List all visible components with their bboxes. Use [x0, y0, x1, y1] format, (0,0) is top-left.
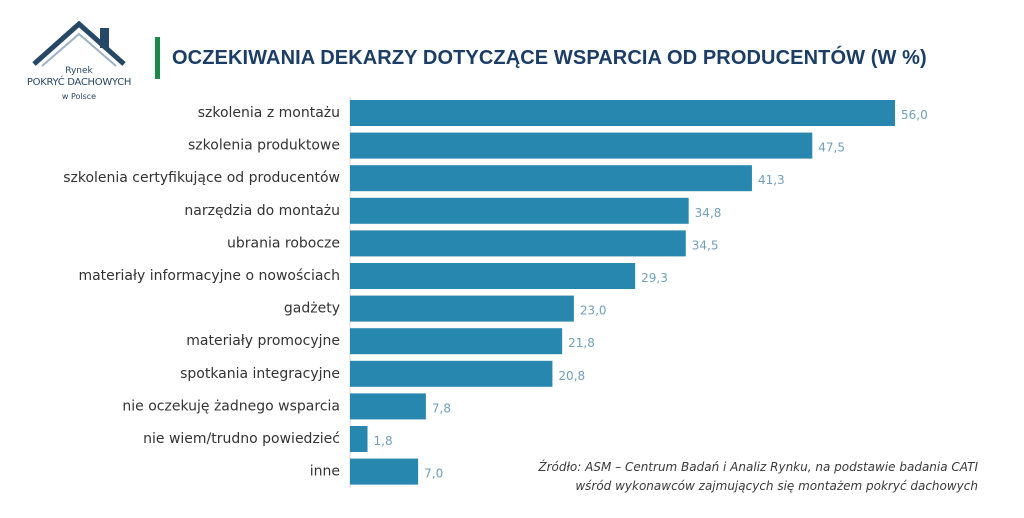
bar	[350, 197, 689, 224]
source-line-2: wśród wykonawców zajmujących się montaże…	[575, 479, 978, 493]
category-label: nie wiem/trudno powiedzieć	[143, 431, 340, 447]
category-label: narzędzia do montażu	[184, 203, 340, 219]
category-label: szkolenia z montażu	[198, 105, 340, 121]
logo-line-3: w Polsce	[61, 92, 97, 101]
value-label: 34,5	[692, 238, 719, 252]
logo-line-2: POKRYĆ DACHOWYCH	[26, 77, 132, 88]
category-label: nie oczekuję żadnego wsparcia	[122, 398, 340, 414]
chart-title: OCZEKIWANIA DEKARZY DOTYCZĄCE WSPARCIA O…	[172, 47, 927, 69]
value-label: 47,5	[818, 141, 845, 155]
bar	[350, 360, 553, 387]
source-note: Źródło: ASM – Centrum Badań i Analiz Ryn…	[538, 458, 978, 496]
category-label: inne	[310, 464, 340, 480]
source-line-1: Źródło: ASM – Centrum Badań i Analiz Ryn…	[538, 460, 978, 474]
bar	[350, 458, 419, 485]
value-label: 7,8	[432, 401, 451, 415]
value-label: 23,0	[580, 304, 607, 318]
bar	[350, 295, 574, 322]
value-label: 20,8	[558, 369, 585, 383]
value-label: 1,8	[374, 434, 393, 448]
title-accent-bar	[155, 37, 160, 79]
value-label: 41,3	[758, 173, 785, 187]
category-label: ubrania robocze	[227, 235, 340, 251]
bar	[350, 132, 813, 159]
logo: Rynek POKRYĆ DACHOWYCH w Polsce	[14, 14, 144, 114]
bar	[350, 263, 636, 289]
category-label: materiały promocyjne	[186, 333, 340, 349]
category-label: szkolenia certyfikujące od producentów	[63, 170, 340, 186]
value-label: 21,8	[568, 336, 595, 350]
category-label: szkolenia produktowe	[188, 138, 340, 154]
bar	[350, 165, 752, 192]
bar	[350, 426, 368, 452]
bar	[350, 100, 895, 126]
value-label: 56,0	[901, 108, 928, 122]
bar	[350, 230, 686, 257]
value-label: 7,0	[424, 467, 443, 481]
logo-line-1: Rynek	[65, 66, 93, 76]
category-label: materiały informacyjne o nowościach	[78, 268, 340, 284]
value-label: 29,3	[641, 271, 668, 285]
house-roof-icon	[32, 20, 126, 67]
bar	[350, 393, 426, 420]
bar	[350, 328, 563, 355]
category-label: spotkania integracyjne	[180, 366, 340, 382]
value-label: 34,8	[695, 206, 722, 220]
category-label: gadżety	[284, 301, 340, 317]
